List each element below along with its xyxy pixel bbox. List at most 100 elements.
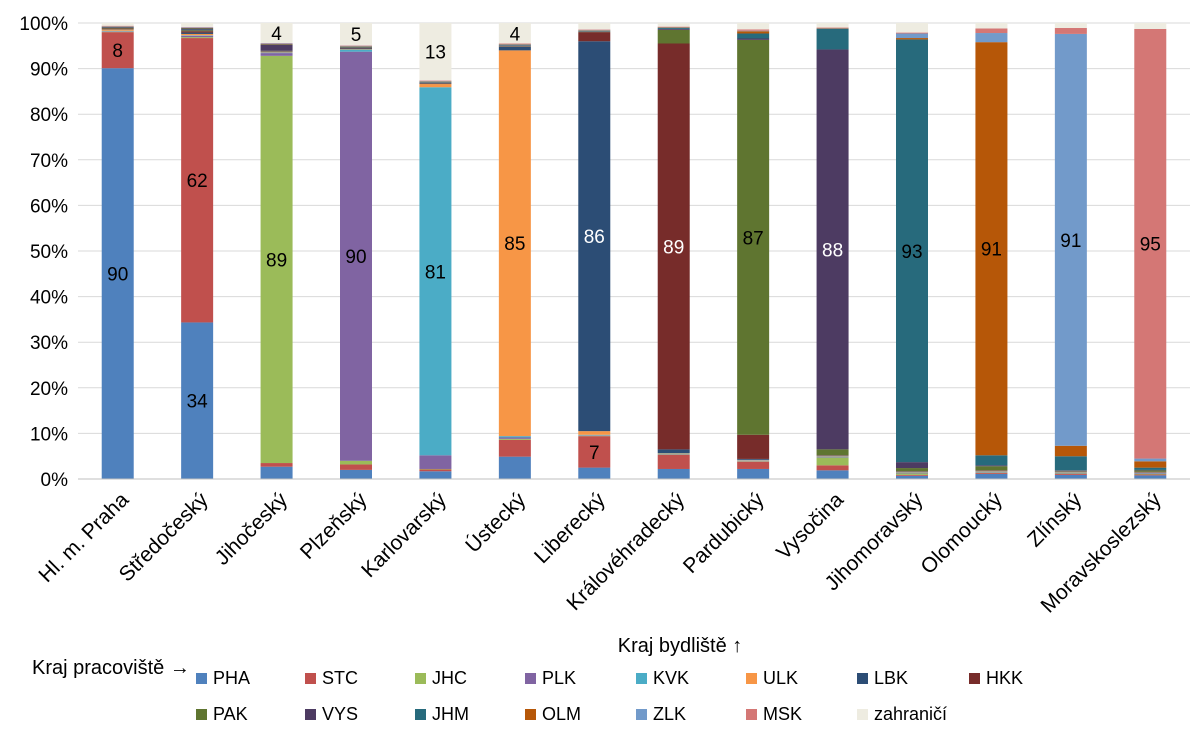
data-label: 81 xyxy=(425,262,446,283)
y-tick-label: 0% xyxy=(41,470,69,491)
bar-segment xyxy=(101,29,134,31)
bar-segment xyxy=(419,471,452,479)
bar-segment xyxy=(340,49,372,52)
bar-segment xyxy=(975,42,1008,456)
bar-segment xyxy=(975,473,1008,479)
legend-item: KVK xyxy=(636,668,689,689)
bar-segment xyxy=(498,23,531,44)
legend-item: LBK xyxy=(857,668,908,689)
bar-segment xyxy=(657,449,690,454)
bar-segment xyxy=(181,30,214,32)
data-label: 13 xyxy=(425,43,446,64)
y-tick-label: 40% xyxy=(30,288,68,309)
legend-label: PLK xyxy=(542,668,577,688)
y-tick-label: 20% xyxy=(30,379,68,400)
legend-label: VYS xyxy=(322,704,359,724)
bar-segment xyxy=(896,462,928,469)
legend-item: PLK xyxy=(525,668,576,689)
bar-segment xyxy=(737,39,770,435)
legend-swatch xyxy=(636,709,647,720)
legend-item: PAK xyxy=(196,704,248,725)
bar-segment xyxy=(975,33,1008,43)
legend-label: LBK xyxy=(874,668,909,688)
bar-segment xyxy=(975,455,1008,466)
legend-swatch xyxy=(415,673,426,684)
data-label: 4 xyxy=(510,24,521,45)
legend-label: KVK xyxy=(653,668,690,688)
y-axis-ticks: 0% 10% 20% 30% 40% 50% 60% 70% 80% 90% 100% xyxy=(19,14,68,491)
bar-segment xyxy=(1054,456,1087,471)
bar-segment xyxy=(181,33,214,36)
legend-item: OLM xyxy=(525,704,581,725)
y-tick-label: 90% xyxy=(30,60,68,81)
bar-segment xyxy=(737,31,770,34)
data-label: 88 xyxy=(822,240,843,261)
y-tick-label: 80% xyxy=(30,105,68,126)
bar-segment xyxy=(737,458,770,460)
bar-segment xyxy=(816,23,849,28)
bar-segment xyxy=(578,431,611,435)
data-label: 8 xyxy=(112,41,123,62)
bar-segment xyxy=(181,35,214,38)
bar-segment xyxy=(1054,28,1087,34)
data-label: 90 xyxy=(345,247,366,268)
data-label: 89 xyxy=(663,237,684,258)
bar-segment xyxy=(419,84,452,88)
bar-segment xyxy=(419,23,452,81)
bar-segment xyxy=(816,49,849,450)
bar-segment xyxy=(657,28,690,30)
bar-segment xyxy=(975,23,1008,29)
legend-swatch xyxy=(746,709,757,720)
bar-segment xyxy=(737,29,770,31)
bar-segment xyxy=(578,436,611,468)
bar-segment xyxy=(737,33,770,39)
bar-segment xyxy=(896,475,928,479)
data-label: 95 xyxy=(1140,235,1161,256)
bar-segment xyxy=(498,438,531,440)
data-label: 91 xyxy=(981,240,1002,261)
bar-segment xyxy=(1134,458,1167,462)
bar-segment xyxy=(101,23,134,26)
bar-segment xyxy=(657,454,690,469)
legend-item: ULK xyxy=(746,668,798,689)
bar-segment xyxy=(1054,473,1087,475)
bar-segment xyxy=(1134,461,1167,468)
bar-segment xyxy=(101,68,134,480)
data-label: 34 xyxy=(187,392,209,413)
bar-segment xyxy=(737,461,770,469)
data-label: 89 xyxy=(266,250,287,271)
bar-segment xyxy=(181,23,214,28)
category-label: Ústecký xyxy=(461,488,530,557)
data-label: 93 xyxy=(901,242,922,263)
bar-segment xyxy=(896,38,928,40)
bar-segment xyxy=(975,28,1008,34)
bar-segment xyxy=(737,468,770,479)
bar-segment xyxy=(340,469,372,479)
category-label: Olomoucký xyxy=(916,488,1007,579)
bar-segment xyxy=(1134,474,1167,476)
bar-segment xyxy=(419,469,452,472)
bar-segment xyxy=(657,43,690,450)
bar-segment xyxy=(181,28,214,30)
legend-item: JHM xyxy=(415,704,469,725)
bar-segment xyxy=(1054,23,1087,29)
data-label: 4 xyxy=(271,24,282,45)
bar-segment xyxy=(1134,467,1167,470)
bar-segment xyxy=(975,473,1008,474)
legend-swatch xyxy=(857,673,868,684)
bar-segment xyxy=(340,460,372,465)
bar-segment xyxy=(896,474,928,476)
bar-segment xyxy=(1134,475,1167,479)
data-label: 90 xyxy=(107,265,128,286)
legend-swatch xyxy=(415,709,426,720)
legend-swatch xyxy=(525,673,536,684)
bar-segment xyxy=(578,23,611,30)
bar-segment xyxy=(340,464,372,470)
legend-label: JHM xyxy=(432,704,469,724)
data-label: 5 xyxy=(351,25,362,46)
bar-segment xyxy=(340,23,372,46)
x-axis-title: Kraj bydliště ↑ xyxy=(618,635,743,657)
bar-segment xyxy=(737,434,770,459)
